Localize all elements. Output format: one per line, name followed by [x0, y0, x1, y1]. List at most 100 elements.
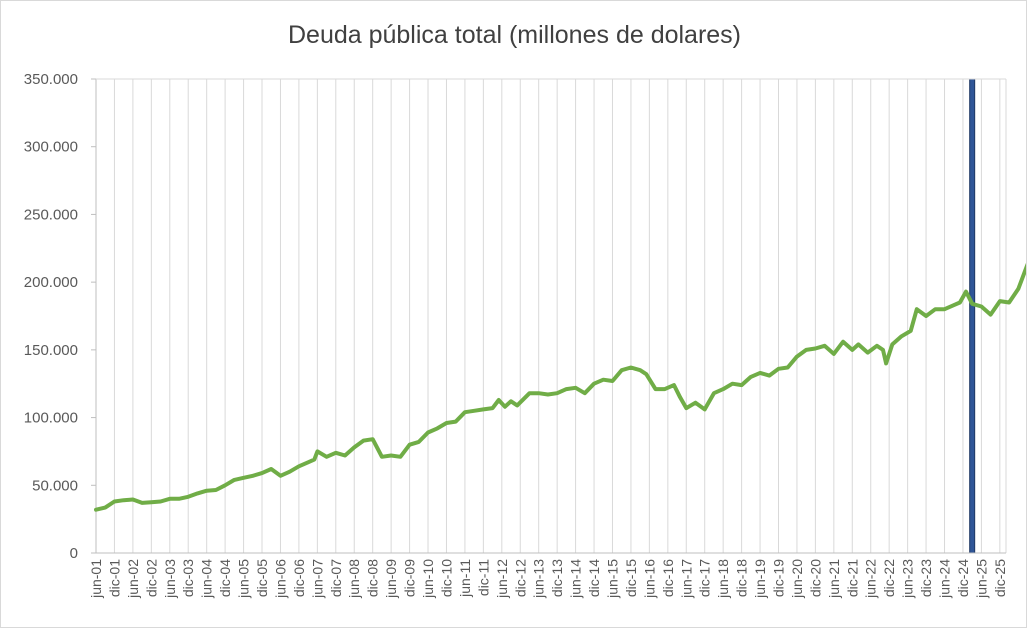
- data-point: [832, 352, 836, 356]
- data-point: [435, 426, 439, 430]
- data-point: [804, 348, 808, 352]
- data-point: [881, 348, 885, 352]
- y-tick-label: 250.000: [24, 206, 78, 223]
- x-tick-label: dic-24: [955, 559, 971, 597]
- data-point: [583, 391, 587, 395]
- data-point: [131, 498, 135, 501]
- data-point: [288, 470, 292, 474]
- data-point: [823, 344, 827, 348]
- data-point: [998, 299, 1002, 303]
- data-point: [343, 454, 347, 457]
- data-point: [989, 313, 993, 317]
- data-point: [362, 439, 365, 443]
- data-point: [1016, 287, 1020, 291]
- x-tick-label: dic-20: [807, 559, 823, 597]
- data-point: [159, 500, 163, 503]
- x-tick-label: jun-18: [715, 559, 731, 599]
- y-tick-label: 0: [70, 545, 78, 562]
- y-tick-label: 200.000: [24, 274, 78, 291]
- series-line: [94, 263, 1026, 512]
- data-point: [426, 431, 430, 434]
- x-tick-label: jun-11: [457, 559, 473, 598]
- data-point: [767, 374, 771, 378]
- axes: [91, 78, 1006, 554]
- data-point: [445, 421, 448, 425]
- y-tick-label: 50.000: [32, 477, 78, 494]
- x-tick-label: jun-15: [604, 559, 620, 599]
- data-point: [890, 342, 894, 346]
- x-tick-label: dic-22: [881, 559, 897, 597]
- data-point: [546, 393, 550, 396]
- data-point: [352, 445, 356, 449]
- x-tick-label: dic-19: [771, 559, 787, 597]
- data-point: [260, 471, 264, 475]
- data-point: [528, 391, 531, 395]
- x-tick-label: dic-23: [918, 559, 934, 597]
- vertical-marker-layer: [969, 78, 976, 554]
- chart-title: Deuda pública total (millones de dolares…: [287, 21, 742, 49]
- data-point: [408, 443, 412, 447]
- data-point: [232, 478, 236, 482]
- vertical-marker-bar: [969, 78, 976, 554]
- x-tick-label: jun-01: [88, 559, 104, 599]
- x-tick-label: dic-25: [992, 559, 1008, 597]
- data-point: [140, 501, 144, 505]
- data-point: [620, 368, 624, 372]
- data-point: [672, 383, 676, 387]
- x-tick-label: dic-16: [660, 559, 676, 597]
- x-tick-label: jun-21: [826, 559, 842, 599]
- data-point: [537, 391, 541, 395]
- data-point: [269, 467, 273, 471]
- data-point: [629, 366, 633, 369]
- x-tick-label: jun-23: [900, 559, 916, 599]
- x-tick-label: jun-22: [863, 559, 879, 599]
- x-tick-label: jun-10: [420, 559, 436, 599]
- data-point: [564, 387, 568, 391]
- y-tick-label: 150.000: [24, 342, 78, 359]
- x-tick-label: dic-18: [734, 559, 750, 597]
- x-tick-label: jun-14: [568, 559, 584, 599]
- data-point: [297, 464, 301, 468]
- x-tick-label: dic-12: [512, 559, 528, 597]
- data-point: [491, 406, 495, 410]
- data-point: [712, 391, 716, 395]
- x-tick-label: dic-08: [365, 559, 381, 597]
- data-point: [638, 368, 642, 372]
- data-point: [371, 437, 375, 441]
- data-point: [601, 378, 605, 382]
- x-tick-label: dic-15: [623, 559, 639, 597]
- data-point: [958, 301, 962, 304]
- data-point: [866, 351, 870, 355]
- data-point: [177, 497, 181, 501]
- x-tick-label: jun-06: [272, 559, 288, 599]
- data-point: [678, 395, 682, 399]
- y-tick-label: 350.000: [24, 71, 78, 88]
- data-point: [740, 383, 744, 387]
- data-point: [279, 474, 282, 478]
- x-tick-label: dic-04: [217, 559, 233, 597]
- data-point: [454, 420, 458, 424]
- data-point: [509, 399, 513, 403]
- data-point: [380, 455, 384, 459]
- x-tick-label: dic-07: [328, 559, 344, 597]
- data-point: [924, 314, 928, 318]
- data-point: [943, 307, 946, 311]
- data-point: [389, 454, 393, 457]
- series-layer: [94, 263, 1026, 512]
- data-point: [884, 361, 888, 365]
- data-point: [103, 506, 107, 510]
- x-tick-label: dic-09: [402, 559, 418, 597]
- x-tick-label: jun-09: [383, 559, 399, 599]
- x-tick-label: dic-02: [143, 559, 159, 597]
- data-point: [325, 455, 329, 459]
- data-point: [472, 409, 476, 413]
- data-point: [850, 348, 854, 352]
- data-point: [721, 387, 725, 391]
- data-point: [168, 497, 172, 501]
- data-point: [909, 329, 913, 333]
- data-point: [312, 458, 316, 462]
- x-tick-label: dic-05: [254, 559, 270, 597]
- data-point: [481, 407, 485, 411]
- x-tick-label: jun-12: [494, 559, 510, 599]
